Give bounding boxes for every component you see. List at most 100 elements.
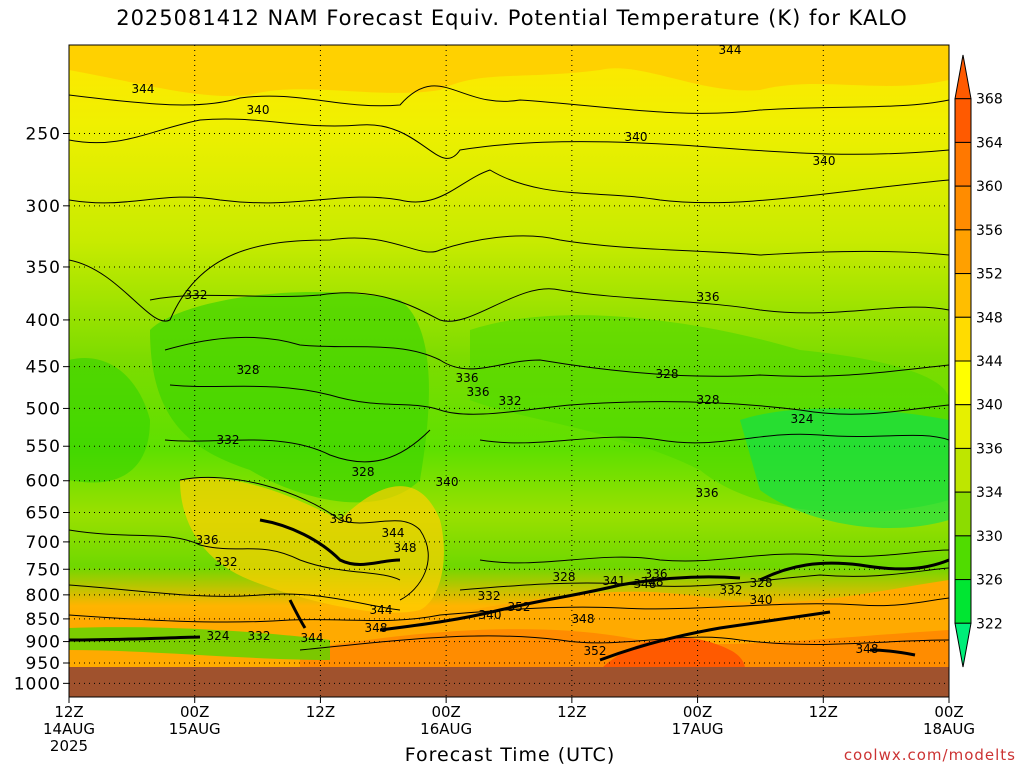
colorbar: 368 364 360 356 352 348 344 340 336 334 330 326 322 xyxy=(954,54,1003,668)
contour-label: 328 xyxy=(750,576,773,590)
colorbar-swatch xyxy=(954,98,972,143)
contour-lines xyxy=(69,85,949,651)
contour-label: 332 xyxy=(248,629,271,643)
pressure-gridlines xyxy=(69,133,949,684)
contour-label: 336 xyxy=(645,567,668,581)
y-axis: 250 300 350 400 450 500 550 600 650 700 750 800 850 9… xyxy=(14,125,69,694)
contour-label: 344 xyxy=(719,43,742,57)
x-tick-label: 14AUG xyxy=(43,720,95,738)
colorbar-swatch xyxy=(954,404,972,449)
colorbar-swatch xyxy=(954,579,972,624)
contour-label: 332 xyxy=(499,394,522,408)
y-tick-label: 450 xyxy=(26,358,61,378)
contour-labels: 3443443403403403323283363363363323323283… xyxy=(132,43,879,658)
contour-label: 332 xyxy=(217,433,240,447)
y-tick-label: 350 xyxy=(26,258,61,278)
colorbar-bottom-arrow xyxy=(954,622,972,668)
contour-label: 328 xyxy=(697,393,720,407)
colorbar-label: 360 xyxy=(976,179,1003,195)
x-tick-label: 00Z xyxy=(180,703,209,721)
colorbar-label: 368 xyxy=(976,92,1003,108)
contour-label: 340 xyxy=(479,608,502,622)
plot-frame xyxy=(68,44,950,698)
x-tick-label: 12Z xyxy=(54,703,83,721)
y-tick-label: 250 xyxy=(26,125,61,145)
x-tick-label: 00Z xyxy=(431,703,460,721)
colorbar-label: 356 xyxy=(976,223,1003,239)
contour-label: 340 xyxy=(813,154,836,168)
colorbar-label: 334 xyxy=(976,485,1003,501)
contour-label: 324 xyxy=(207,629,230,643)
contour-label: 332 xyxy=(478,589,501,603)
colorbar-label: 344 xyxy=(976,354,1003,370)
contour-label: 352 xyxy=(584,644,607,658)
contour-label: 340 xyxy=(750,593,773,607)
colorbar-label: 352 xyxy=(976,267,1003,283)
x-tick-label: 12Z xyxy=(306,703,335,721)
colorbar-label: 364 xyxy=(976,135,1003,151)
colorbar-swatch xyxy=(954,185,972,231)
contour-label: 340 xyxy=(625,130,648,144)
contour-label: 348 xyxy=(365,621,388,635)
colorbar-label: 322 xyxy=(976,616,1003,632)
contour-dense-bands xyxy=(69,518,949,662)
y-tick-label: 800 xyxy=(26,586,61,606)
contour-label: 344 xyxy=(370,603,393,617)
time-gridlines xyxy=(194,45,824,697)
y-tick-label: 600 xyxy=(26,472,61,492)
x-tick-label: 16AUG xyxy=(420,720,472,738)
contour-label: 352 xyxy=(508,600,531,614)
contour-label: 336 xyxy=(196,533,219,547)
x-tick-label: 15AUG xyxy=(169,720,221,738)
colorbar-swatch xyxy=(954,535,972,581)
y-tick-label: 300 xyxy=(26,197,61,217)
colorbar-swatch xyxy=(954,141,972,187)
x-tick-label: 12Z xyxy=(557,703,586,721)
ground-fill xyxy=(69,667,949,697)
colorbar-label: 330 xyxy=(976,529,1003,545)
contour-label: 340 xyxy=(436,475,459,489)
contour-label: 348 xyxy=(634,577,657,591)
colorbar-swatch xyxy=(954,229,972,275)
chart-title: 2025081412 NAM Forecast Equiv. Potential… xyxy=(116,6,908,30)
y-tick-label: 550 xyxy=(26,437,61,457)
x-tick-label: 12Z xyxy=(809,703,838,721)
y-tick-label: 1000 xyxy=(14,674,61,694)
contour-label: 348 xyxy=(572,612,595,626)
colorbar-swatch xyxy=(954,316,972,362)
y-tick-label: 900 xyxy=(26,633,61,653)
x-tick-label: 2025 xyxy=(50,737,88,755)
contour-label: 324 xyxy=(791,412,814,426)
colorbar-top-arrow xyxy=(954,54,972,100)
colorbar-swatch xyxy=(954,447,972,493)
y-tick-label: 500 xyxy=(26,399,61,419)
y-tick-label: 750 xyxy=(26,560,61,580)
colorbar-label: 348 xyxy=(976,310,1003,326)
contour-label: 344 xyxy=(132,82,155,96)
contour-label: 336 xyxy=(697,290,720,304)
contour-label: 336 xyxy=(456,371,479,385)
contour-label: 332 xyxy=(720,583,743,597)
contour-label: 332 xyxy=(185,288,208,302)
colorbar-swatch xyxy=(954,491,972,537)
contour-label: 328 xyxy=(553,570,576,584)
y-tick-label: 700 xyxy=(26,533,61,553)
contour-label: 344 xyxy=(382,526,405,540)
contour-label: 348 xyxy=(641,575,664,589)
x-tick-label: 00Z xyxy=(934,703,963,721)
contour-label: 328 xyxy=(656,367,679,381)
y-tick-label: 850 xyxy=(26,610,61,630)
contour-label: 328 xyxy=(352,465,375,479)
contour-label: 336 xyxy=(467,385,490,399)
contour-label: 344 xyxy=(301,631,324,645)
contour-label: 328 xyxy=(237,363,260,377)
colorbar-label: 336 xyxy=(976,441,1003,457)
watermark: coolwx.com/modelts xyxy=(843,746,1016,764)
colorbar-swatch xyxy=(954,360,972,406)
x-axis-label: Forecast Time (UTC) xyxy=(404,744,616,766)
contour-label: 336 xyxy=(696,486,719,500)
y-tick-label: 950 xyxy=(26,654,61,674)
x-tick-label: 18AUG xyxy=(923,720,975,738)
